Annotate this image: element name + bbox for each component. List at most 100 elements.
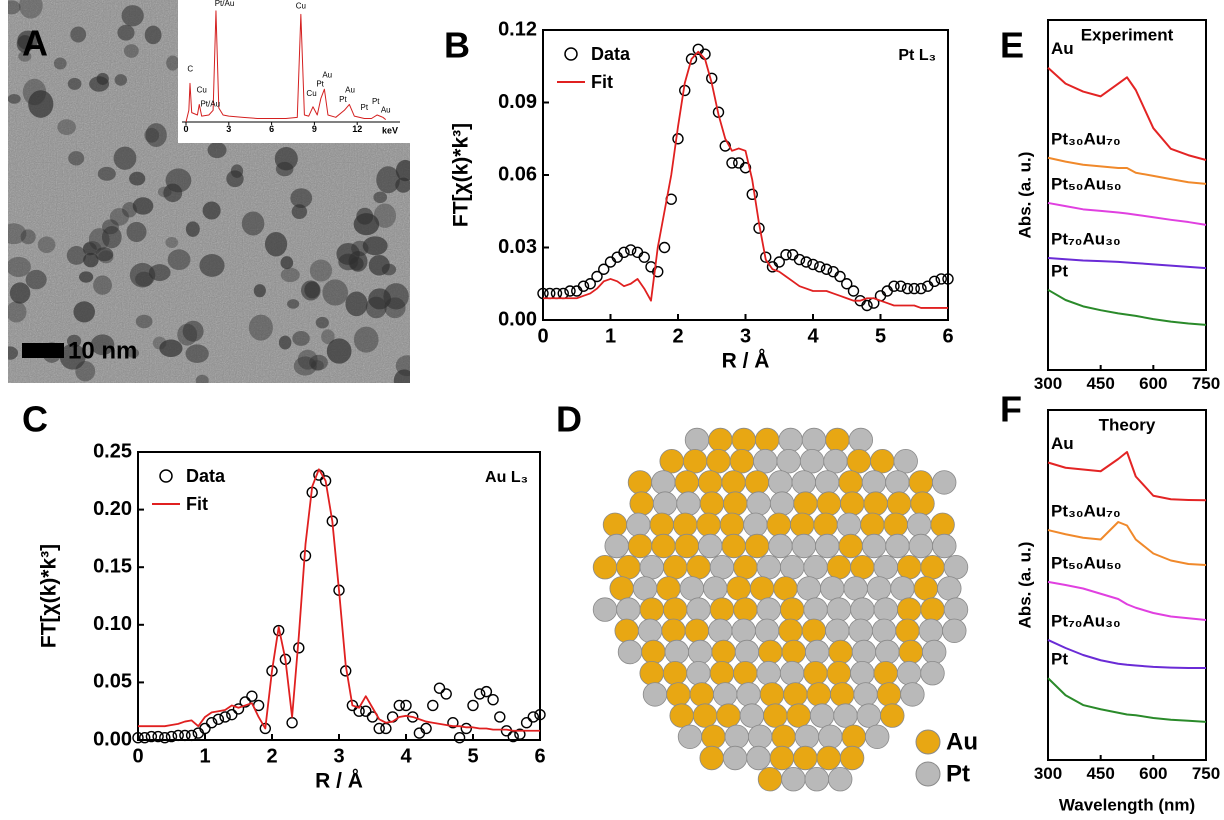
legend-label: Pt (946, 760, 970, 787)
atom (828, 767, 852, 791)
atom (704, 577, 728, 601)
atom (784, 683, 808, 707)
atom (816, 534, 840, 558)
particle (114, 147, 137, 170)
atom (800, 449, 824, 473)
legend-marker (916, 762, 940, 786)
peak-label: Pt (361, 103, 369, 112)
peak-label: Pt (339, 95, 347, 104)
atom (847, 449, 871, 473)
atom (849, 619, 873, 643)
particle (199, 254, 224, 277)
plot-frame (1048, 410, 1206, 760)
particle (122, 5, 144, 26)
data-point (808, 259, 818, 269)
atom (774, 577, 798, 601)
atom (755, 428, 779, 452)
data-point (896, 281, 906, 291)
annotation: Pt L₃ (898, 47, 936, 64)
atom (851, 661, 875, 685)
atom (710, 598, 734, 622)
data-point (220, 712, 230, 722)
x-tick-label: 450 (1086, 374, 1114, 393)
particle (73, 301, 95, 322)
atom (593, 598, 617, 622)
curve-label: Pt₇₀Au₃₀ (1051, 229, 1121, 248)
atom (914, 577, 938, 601)
x-axis-label: Wavelength (nm) (1059, 795, 1195, 814)
particle (376, 166, 400, 193)
particle (122, 202, 137, 217)
particle (254, 284, 266, 297)
atom (759, 640, 783, 664)
atom (640, 555, 664, 579)
atom (735, 640, 759, 664)
y-tick-label: 0.03 (498, 236, 537, 258)
atom (734, 555, 758, 579)
atom (673, 513, 697, 537)
atom (722, 471, 746, 495)
atom (852, 640, 876, 664)
particle (124, 44, 139, 58)
atom (874, 598, 898, 622)
atom (745, 471, 769, 495)
data-point (828, 267, 838, 277)
particle (208, 142, 227, 158)
data-point (528, 712, 538, 722)
x-tick-label: 300 (1034, 764, 1062, 783)
x-tick-label: 4 (807, 325, 819, 347)
particle (265, 232, 287, 257)
y-tick-label: 0.00 (93, 728, 132, 750)
legend-label: Data (186, 466, 226, 486)
atom (754, 449, 778, 473)
peak-label: Pt/Au (215, 0, 235, 8)
x-tick-label: 2 (672, 325, 683, 347)
data-point (619, 247, 629, 257)
peak-label: Pt (316, 80, 324, 89)
panel-label: F (1000, 389, 1022, 430)
atom (748, 725, 772, 749)
atom (727, 577, 751, 601)
atom (865, 725, 889, 749)
atom (827, 661, 851, 685)
atom (919, 619, 943, 643)
particle (351, 241, 368, 257)
atom (757, 661, 781, 685)
atom (861, 513, 885, 537)
data-point (930, 276, 940, 286)
particle (304, 281, 319, 298)
atom (709, 619, 733, 643)
curve-label: Au (1051, 434, 1074, 453)
atom (943, 619, 967, 643)
particle (322, 279, 348, 305)
atom (640, 598, 664, 622)
particle (186, 344, 209, 363)
atom (720, 513, 744, 537)
atom (839, 471, 863, 495)
data-point (849, 286, 859, 296)
curve-label: Pt (1051, 650, 1068, 669)
atom (944, 555, 968, 579)
x-tick-label: 3 (740, 325, 751, 347)
atom (933, 534, 957, 558)
data-line (1048, 258, 1206, 268)
atom (617, 555, 641, 579)
atom (642, 640, 666, 664)
curve-label: Pt₃₀Au₇₀ (1051, 129, 1121, 148)
x-tick-label: 0 (183, 124, 188, 134)
particle (28, 90, 53, 118)
x-tick-label: 3 (226, 124, 231, 134)
particle (168, 249, 191, 270)
particle (54, 58, 67, 70)
atom (817, 492, 841, 516)
y-tick-label: 0.20 (93, 498, 132, 520)
atom (628, 471, 652, 495)
y-tick-label: 0.15 (93, 555, 132, 577)
atom (815, 471, 839, 495)
tem-image: 10 nm A (1, 0, 418, 392)
plot-frame (1048, 20, 1206, 370)
particle (166, 56, 179, 71)
atom (670, 704, 694, 728)
particle (97, 73, 109, 85)
particle (166, 168, 192, 192)
